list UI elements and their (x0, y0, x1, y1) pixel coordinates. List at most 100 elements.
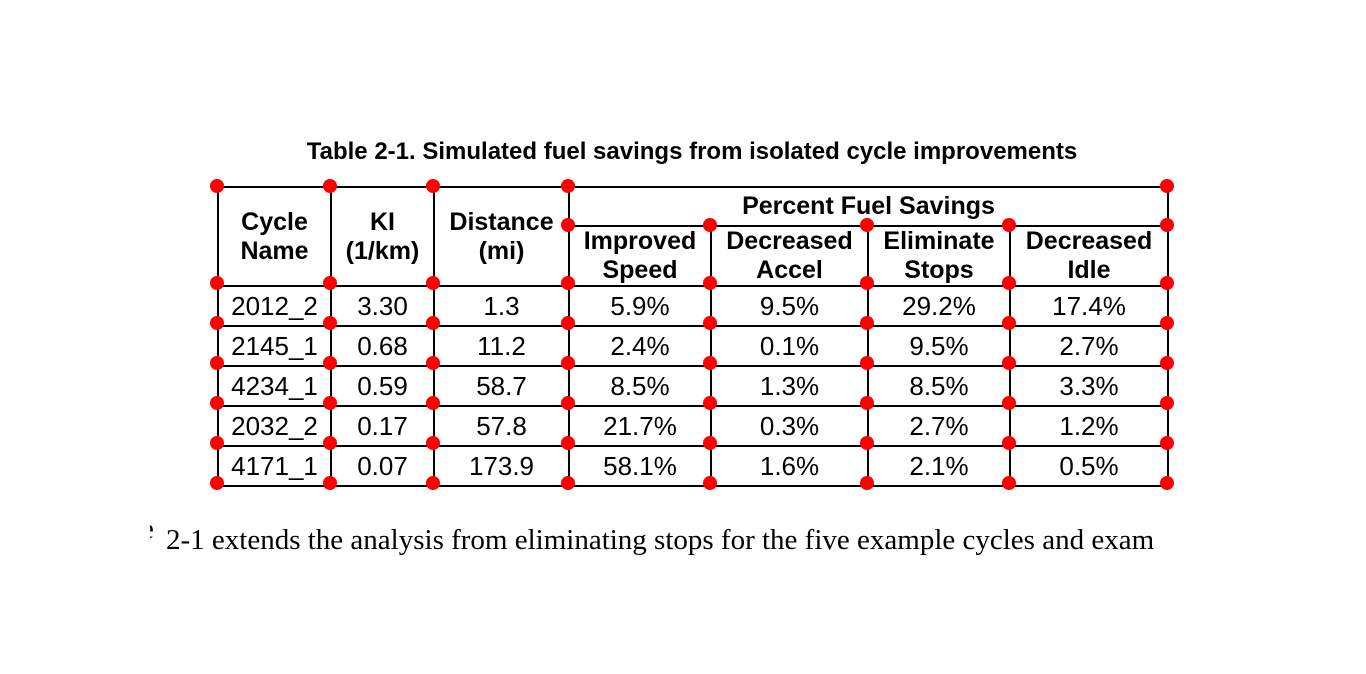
grid-marker-dot (210, 476, 224, 490)
col-header-cycle-name: Cycle Name (217, 186, 332, 287)
grid-marker-dot (703, 316, 717, 330)
col-header-decreased-accel: Decreased Accel (710, 225, 869, 287)
grid-marker-dot (1160, 356, 1174, 370)
grid-marker-dot (860, 276, 874, 290)
grid-marker-dot (860, 476, 874, 490)
col-header-decreased-idle: Decreased Idle (1009, 225, 1169, 287)
grid-marker-dot (210, 316, 224, 330)
grid-marker-dot (323, 436, 337, 450)
grid-marker-dot (323, 276, 337, 290)
table-cell: 4234_1 (217, 365, 332, 407)
table-cell: 2.7% (867, 405, 1011, 447)
grid-marker-dot (1160, 396, 1174, 410)
table-cell: 0.3% (710, 405, 869, 447)
table-cell: 0.59 (330, 365, 435, 407)
grid-marker-dot (1002, 356, 1016, 370)
grid-marker-dot (210, 276, 224, 290)
body-text-content: 2-1 extends the analysis from eliminatin… (166, 524, 1155, 556)
grid-marker-dot (210, 396, 224, 410)
grid-marker-dot (1002, 476, 1016, 490)
table-row: 2032_2 0.17 57.8 21.7% 0.3% 2.7% 1.2% (217, 405, 1169, 447)
col-header-improved-speed: Improved Speed (568, 225, 712, 287)
table-row: 4171_1 0.07 173.9 58.1% 1.6% 2.1% 0.5% (217, 445, 1169, 487)
grid-marker-dot (703, 476, 717, 490)
grid-marker-dot (210, 356, 224, 370)
grid-marker-dot (323, 356, 337, 370)
table-cell: 0.1% (710, 325, 869, 367)
grid-marker-dot (210, 436, 224, 450)
table-cell: 17.4% (1009, 285, 1169, 327)
grid-marker-dot (561, 476, 575, 490)
table-cell: 0.07 (330, 445, 435, 487)
grid-marker-dot (426, 276, 440, 290)
table-cell: 1.3% (710, 365, 869, 407)
grid-marker-dot (1160, 476, 1174, 490)
grid-marker-dot (860, 218, 874, 232)
table-cell: 3.3% (1009, 365, 1169, 407)
table-cell: 9.5% (710, 285, 869, 327)
table-cell: 3.30 (330, 285, 435, 327)
grid-marker-dot (703, 436, 717, 450)
table-cell: 2.7% (1009, 325, 1169, 367)
table-row: 2012_2 3.30 1.3 5.9% 9.5% 29.2% 17.4% (217, 285, 1169, 327)
grid-marker-dot (1002, 436, 1016, 450)
table-body: 2012_2 3.30 1.3 5.9% 9.5% 29.2% 17.4% 2145_1 0.6… (217, 285, 1169, 487)
table-cell: 0.17 (330, 405, 435, 447)
grid-marker-dot (210, 179, 224, 193)
grid-marker-dot (1160, 179, 1174, 193)
table-cell: 58.1% (568, 445, 712, 487)
table-cell: 2145_1 (217, 325, 332, 367)
table-cell: 5.9% (568, 285, 712, 327)
col-header-distance: Distance (mi) (433, 186, 570, 287)
table-row: 4234_1 0.59 58.7 8.5% 1.3% 8.5% 3.3% (217, 365, 1169, 407)
table-cell: 1.2% (1009, 405, 1169, 447)
table-cell: 29.2% (867, 285, 1011, 327)
grid-marker-dot (323, 396, 337, 410)
grid-marker-dot (426, 179, 440, 193)
table-caption: Table 2-1. Simulated fuel savings from i… (306, 138, 1078, 165)
table-cell: 1.3 (433, 285, 570, 327)
grid-marker-dot (1160, 436, 1174, 450)
clipped-partial-char: e (150, 509, 155, 549)
grid-marker-dot (703, 396, 717, 410)
table-cell: 57.8 (433, 405, 570, 447)
table-cell: 2012_2 (217, 285, 332, 327)
grid-marker-dot (323, 179, 337, 193)
grid-marker-dot (561, 436, 575, 450)
grid-marker-dot (561, 356, 575, 370)
grid-marker-dot (323, 316, 337, 330)
table-cell: 8.5% (867, 365, 1011, 407)
table-cell: 1.6% (710, 445, 869, 487)
grid-marker-dot (561, 396, 575, 410)
grid-marker-dot (860, 316, 874, 330)
grid-marker-dot (426, 356, 440, 370)
table-cell: 58.7 (433, 365, 570, 407)
grid-marker-dot (426, 396, 440, 410)
table-cell: 8.5% (568, 365, 712, 407)
col-header-eliminate-stops: Eliminate Stops (867, 225, 1011, 287)
table-cell: 0.68 (330, 325, 435, 367)
table-cell: 2032_2 (217, 405, 332, 447)
grid-marker-dot (703, 356, 717, 370)
grid-marker-dot (561, 218, 575, 232)
grid-marker-dot (561, 179, 575, 193)
grid-marker-dot (1160, 316, 1174, 330)
grid-marker-dot (703, 218, 717, 232)
body-text: e 2-1 extends the analysis from eliminati… (150, 509, 1350, 560)
grid-marker-dot (426, 476, 440, 490)
grid-marker-dot (1160, 218, 1174, 232)
table-cell: 0.5% (1009, 445, 1169, 487)
grid-marker-dot (426, 436, 440, 450)
grid-marker-dot (561, 276, 575, 290)
grid-marker-dot (860, 396, 874, 410)
grid-marker-dot (426, 316, 440, 330)
col-header-ki: KI (1/km) (330, 186, 435, 287)
grid-marker-dot (323, 476, 337, 490)
table-cell: 11.2 (433, 325, 570, 367)
table-cell: 21.7% (568, 405, 712, 447)
grid-marker-dot (1002, 276, 1016, 290)
grid-marker-dot (1002, 316, 1016, 330)
grid-marker-dot (703, 276, 717, 290)
grid-marker-dot (561, 316, 575, 330)
